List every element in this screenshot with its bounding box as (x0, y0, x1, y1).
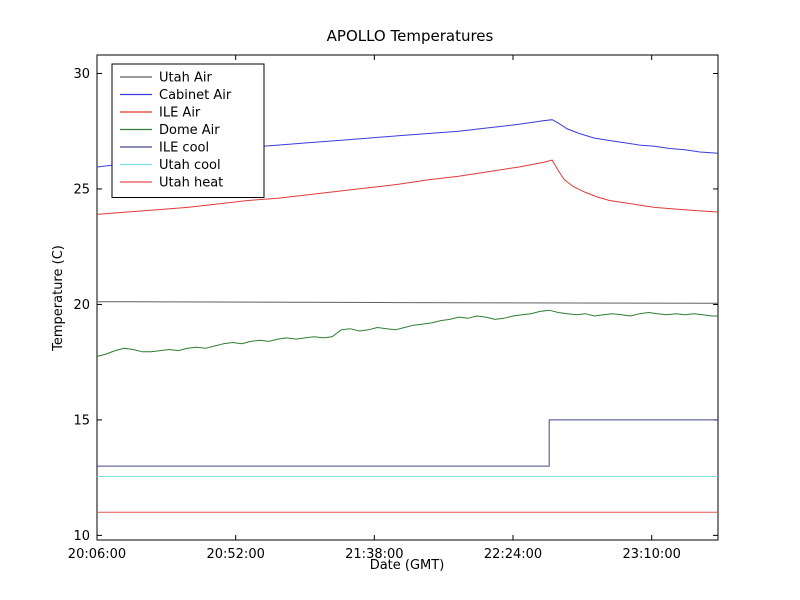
legend-label-utah-heat: Utah heat (159, 176, 223, 191)
chart-title: APOLLO Temperatures (327, 27, 494, 45)
legend-label-utah-cool: Utah cool (159, 158, 221, 173)
x-tick-label: 20:06:00 (68, 547, 126, 562)
legend-label-dome-air: Dome Air (159, 123, 220, 138)
y-tick-label: 30 (73, 67, 90, 82)
x-tick-label: 22:24:00 (484, 547, 542, 562)
series-line-ile-air (96, 159, 719, 215)
x-axis-label: Date (GMT) (370, 558, 445, 573)
legend-label-ile-cool: ILE cool (159, 141, 209, 156)
plot-layer: 20:06:00 20:52:00 21:38:00 22:24:00 23:10:00… (68, 54, 719, 562)
legend-label-ile-air: ILE Air (159, 106, 201, 121)
y-tick-label: 10 (73, 529, 90, 544)
x-tick-label: 23:10:00 (622, 547, 680, 562)
legend-box (111, 63, 265, 198)
x-tick-label: 20:52:00 (206, 547, 264, 562)
y-tick-label: 20 (73, 298, 90, 313)
series-line-dome-air (96, 309, 718, 357)
y-tick-label: 15 (73, 413, 90, 428)
legend-label-cabinet-air: Cabinet Air (159, 88, 232, 103)
x-tick-label: 21:38:00 (345, 547, 403, 562)
y-axis-label: Temperature (C) (51, 245, 66, 352)
legend-label-utah-air: Utah Air (159, 71, 212, 86)
series-line-ile-cool (97, 419, 718, 467)
series-line-utah-air (96, 301, 719, 304)
y-tick-label: 25 (73, 182, 90, 197)
plot-border (96, 54, 719, 541)
